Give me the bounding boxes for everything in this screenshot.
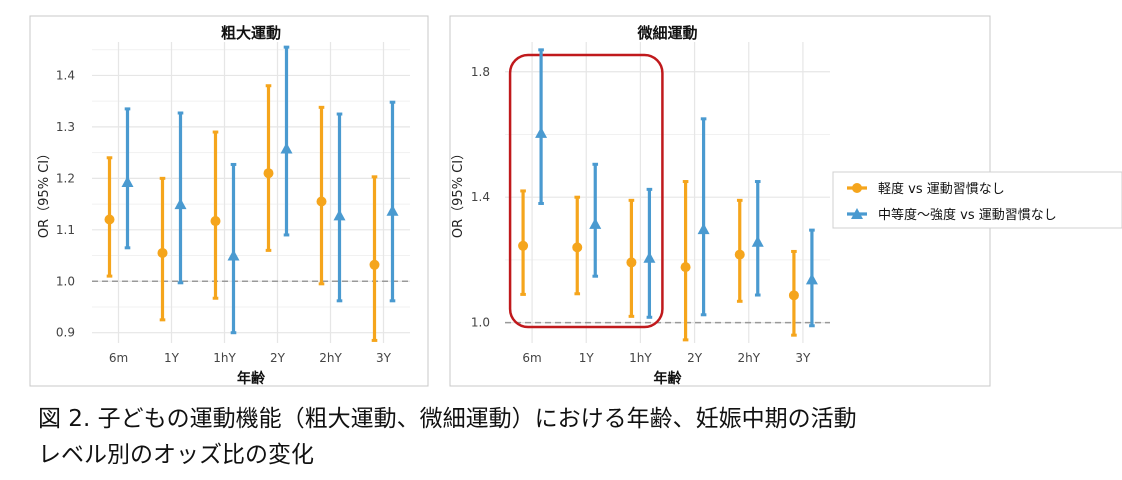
figure-caption: 図 2. 子どもの運動機能（粗大運動、微細運動）における年齢、妊娠中期の活動 レ… [38, 401, 1098, 473]
x-tick-label: 2Y [687, 351, 703, 365]
panel-title: 微細運動 [636, 24, 697, 42]
y-tick-label: 1.0 [56, 274, 75, 288]
point-estimate [174, 198, 187, 210]
x-tick-label: 2hY [319, 351, 342, 365]
x-tick-label: 1hY [629, 351, 652, 365]
x-tick-label: 3Y [376, 351, 392, 365]
panel-title-bg [607, 17, 728, 42]
point-estimate [680, 262, 691, 273]
legend-label: 中等度〜強度 vs 運動習慣なし [878, 207, 1057, 223]
legend-marker-triangle [851, 208, 863, 219]
x-tick-label: 2hY [737, 351, 760, 365]
y-tick-label: 1.8 [471, 65, 490, 79]
point-estimate [697, 223, 710, 235]
legend-marker-circle [852, 183, 862, 193]
y-tick-label: 0.9 [56, 326, 75, 340]
x-tick-label: 1hY [213, 351, 236, 365]
point-estimate [333, 209, 346, 221]
panel-title-bg [191, 17, 311, 42]
point-estimate [572, 242, 583, 253]
point-estimate [369, 259, 380, 270]
x-tick-label: 6m [522, 351, 541, 365]
point-estimate [263, 168, 274, 179]
point-estimate [589, 217, 602, 229]
point-estimate [751, 235, 764, 247]
legend-frame [832, 171, 1122, 229]
legend-label: 軽度 vs 運動習慣なし [878, 181, 1005, 197]
x-tick-label: 3Y [795, 351, 811, 365]
panel-title: 粗大運動 [221, 24, 281, 42]
point-estimate [316, 196, 327, 207]
x-axis-label: 年齢 [237, 370, 266, 387]
x-tick-label: 2Y [270, 351, 286, 365]
series-moderate-vigorous [121, 45, 399, 335]
point-estimate [535, 126, 548, 138]
point-estimate [626, 257, 637, 268]
series-moderate-vigorous [535, 48, 818, 328]
point-estimate [734, 249, 745, 260]
series-light [104, 84, 380, 342]
y-tick-label: 1.1 [56, 223, 75, 237]
point-estimate [643, 251, 656, 263]
point-estimate [227, 249, 240, 261]
point-estimate [157, 247, 168, 258]
x-tick-label: 1Y [164, 351, 180, 365]
highlight-box [508, 53, 664, 329]
y-tick-label: 1.0 [471, 316, 490, 330]
point-estimate [121, 175, 134, 187]
y-tick-label: 1.4 [56, 68, 75, 82]
caption-line-1: 図 2. 子どもの運動機能（粗大運動、微細運動）における年齢、妊娠中期の活動 [38, 406, 857, 432]
y-axis-label: OR（95% CI） [451, 147, 466, 238]
x-tick-label: 6m [109, 351, 128, 365]
legend-item: 軽度 vs 運動習慣なし [847, 181, 1005, 197]
point-estimate [805, 273, 818, 285]
panel-frame [29, 15, 429, 387]
y-tick-label: 1.2 [56, 171, 75, 185]
y-axis-label: OR（95% CI） [37, 147, 52, 238]
point-estimate [386, 204, 399, 216]
point-estimate [788, 290, 799, 301]
point-estimate [280, 142, 293, 154]
legend-item: 中等度〜強度 vs 運動習慣なし [847, 207, 1057, 223]
y-tick-label: 1.4 [471, 190, 490, 204]
series-light [518, 180, 799, 342]
x-tick-label: 1Y [579, 351, 595, 365]
y-tick-label: 1.3 [56, 120, 75, 134]
point-estimate [104, 214, 115, 225]
caption-line-2: レベル別のオッズ比の変化 [38, 442, 314, 468]
point-estimate [518, 240, 529, 251]
point-estimate [210, 216, 221, 227]
x-axis-label: 年齢 [654, 370, 683, 387]
